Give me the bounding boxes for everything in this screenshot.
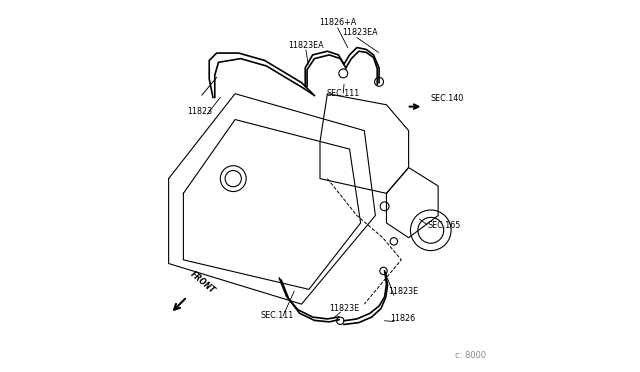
Text: 11823EA: 11823EA [288, 41, 324, 49]
Text: SEC.111: SEC.111 [261, 311, 294, 320]
Text: 11823E: 11823E [329, 304, 359, 313]
Text: SEC.140: SEC.140 [431, 94, 464, 103]
Text: 11823E: 11823E [388, 287, 418, 296]
Text: 11823EA: 11823EA [342, 28, 378, 36]
Text: 11826: 11826 [390, 314, 415, 323]
Text: SEC.165: SEC.165 [427, 221, 460, 231]
Text: 11823: 11823 [188, 107, 212, 116]
Text: SEC.111: SEC.111 [326, 89, 360, 97]
Text: 11826+A: 11826+A [319, 18, 356, 28]
Text: FRONT: FRONT [189, 269, 217, 295]
Text: c: 8000: c: 8000 [455, 350, 486, 359]
